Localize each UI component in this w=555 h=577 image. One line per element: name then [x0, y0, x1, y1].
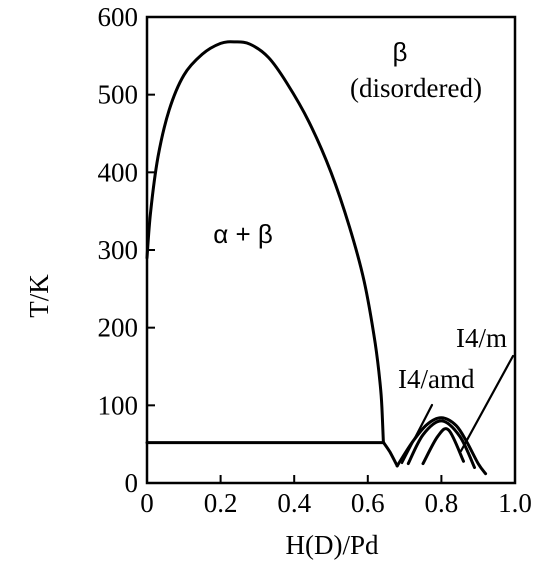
axis-ticks: 0 0.2 0.4 0.6 0.8 1.0 0 100 200 300 400 500 600 [98, 2, 532, 518]
y-tick-label: 500 [98, 80, 139, 110]
y-tick-label: 100 [98, 390, 139, 420]
x-tick-label: 0.8 [425, 488, 459, 518]
phase-boundary-line-3 [382, 441, 399, 468]
phase-boundary-line-1 [145, 40, 386, 445]
x-tick-label: 0 [140, 488, 154, 518]
leader-i4m [459, 354, 515, 453]
y-tick-label: 300 [98, 235, 139, 265]
x-tick-label: 0.4 [277, 488, 311, 518]
x-tick-label: 0.6 [351, 488, 385, 518]
annotation-i4amd: I4/amd [398, 364, 475, 394]
y-tick-label: 400 [98, 157, 139, 187]
annotation-i4m: I4/m [456, 323, 507, 353]
y-axis-title: T/K [24, 274, 54, 318]
annotation-disordered: (disordered) [350, 73, 482, 103]
annotation-beta: β [393, 37, 408, 67]
phase-boundary-line-6 [421, 427, 465, 466]
x-tick-label: 0.2 [204, 488, 238, 518]
x-tick-label: 1.0 [498, 488, 532, 518]
x-axis-title: H(D)/Pd [286, 530, 379, 560]
leader-i4amd [400, 403, 434, 465]
y-tick-label: 0 [125, 468, 139, 498]
y-tick-label: 600 [98, 2, 139, 32]
annotation-alpha-beta: α + β [213, 219, 273, 249]
y-tick-label: 200 [98, 313, 139, 343]
series-layer [145, 40, 488, 476]
